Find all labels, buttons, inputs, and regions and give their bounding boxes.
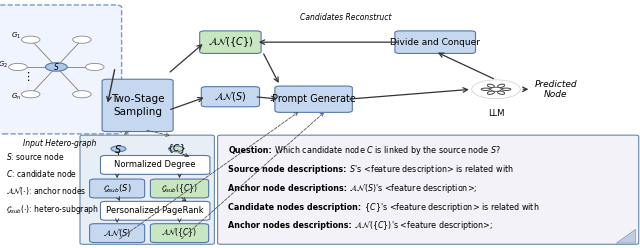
Text: $\mathcal{G}_{sub}(\{C\})$: $\mathcal{G}_{sub}(\{C\})$ [161,182,198,195]
Text: $\mathcal{AN}(S)$: $\mathcal{AN}(S)$ [214,90,246,103]
FancyBboxPatch shape [150,224,209,243]
Text: $S$'s <feature description> is related with: $S$'s <feature description> is related w… [347,163,514,176]
Text: $\mathcal{G}_{sub}(S)$: $\mathcal{G}_{sub}(S)$ [102,182,132,195]
Polygon shape [616,229,636,243]
Circle shape [491,87,501,91]
Circle shape [472,80,520,99]
Text: Input Hetero-graph: Input Hetero-graph [22,139,96,148]
Text: Candidate nodes description:: Candidate nodes description: [228,203,362,212]
Circle shape [73,36,91,43]
Circle shape [73,91,91,98]
Text: $G_1$: $G_1$ [11,31,21,41]
FancyBboxPatch shape [90,179,145,198]
Text: Two-Stage
Sampling: Two-Stage Sampling [111,94,164,117]
Text: $G_n$: $G_n$ [11,92,21,102]
FancyBboxPatch shape [200,31,261,54]
Text: $\mathcal{G}_{sub}(\cdot)$: hetero-subgraph: $\mathcal{G}_{sub}(\cdot)$: hetero-subgr… [6,203,99,216]
Text: $\mathcal{AN}(\cdot)$: anchor nodes: $\mathcal{AN}(\cdot)$: anchor nodes [6,185,87,197]
Text: Candidates Reconstruct: Candidates Reconstruct [300,13,391,22]
Circle shape [111,146,126,152]
FancyBboxPatch shape [395,31,476,54]
FancyBboxPatch shape [275,86,352,112]
Text: Which candidate node $C$ is linked by the source node $S$?: Which candidate node $C$ is linked by th… [272,144,501,156]
Text: $S$: $S$ [53,62,60,72]
Text: Personalized PageRank: Personalized PageRank [106,206,204,215]
Text: $\vdots$: $\vdots$ [22,70,29,83]
Text: $S$: source node: $S$: source node [6,151,65,162]
Text: $\{C\}$: $\{C\}$ [166,142,186,155]
Text: Predicted
Node: Predicted Node [534,80,577,99]
Text: $\mathcal{AN}(S)$: $\mathcal{AN}(S)$ [103,227,131,239]
Text: Divide and Conquer: Divide and Conquer [390,38,480,47]
FancyBboxPatch shape [0,5,122,134]
Text: $G_2$: $G_2$ [0,59,8,70]
Circle shape [9,63,27,70]
Text: Source node descriptions:: Source node descriptions: [228,165,347,174]
Text: $\mathcal{AN}(S)$'s <feature description>;: $\mathcal{AN}(S)$'s <feature description… [348,182,478,195]
Text: $\mathcal{AN}(\{C\})$: $\mathcal{AN}(\{C\})$ [161,227,198,240]
FancyBboxPatch shape [90,224,145,243]
FancyBboxPatch shape [100,201,210,220]
Circle shape [86,63,104,70]
Text: Question:: Question: [228,146,272,155]
Text: $\mathcal{AN}(\{C\})$'s <feature description>;: $\mathcal{AN}(\{C\})$'s <feature descrip… [352,219,493,232]
Text: Anchor node descriptions:: Anchor node descriptions: [228,184,348,193]
Text: $\{C\}$'s <feature description> is related with: $\{C\}$'s <feature description> is relat… [362,201,539,214]
FancyBboxPatch shape [201,87,260,107]
Text: $C$: candidate node: $C$: candidate node [6,168,77,179]
Circle shape [45,63,67,71]
Text: $\mathcal{AN}(\{C\})$: $\mathcal{AN}(\{C\})$ [207,35,253,49]
FancyBboxPatch shape [100,155,210,174]
Circle shape [22,36,40,43]
FancyBboxPatch shape [218,135,639,244]
Text: Prompt Generate: Prompt Generate [271,94,356,104]
Circle shape [168,146,184,152]
Circle shape [22,91,40,98]
Text: Anchor nodes descriptions:: Anchor nodes descriptions: [228,221,352,230]
Text: Normalized Degree: Normalized Degree [115,160,196,169]
FancyBboxPatch shape [150,179,209,198]
FancyBboxPatch shape [102,79,173,132]
Text: $S$: $S$ [115,143,122,155]
Text: LLM: LLM [488,109,504,118]
FancyBboxPatch shape [80,135,214,244]
